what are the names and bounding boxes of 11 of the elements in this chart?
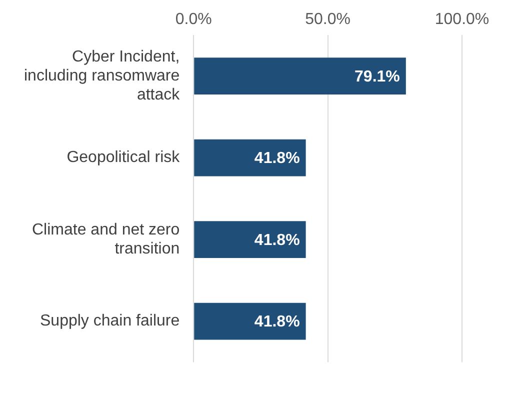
y-tick-label: Cyber Incident, including ransomware attack [24, 48, 181, 104]
x-tick-label: 0.0% [175, 11, 212, 28]
data-label: 79.1% [354, 68, 400, 86]
data-label: 41.8% [254, 150, 300, 168]
y-tick-label: Geopolitical risk [66, 149, 181, 166]
x-tick-label: 50.0% [305, 11, 351, 28]
x-tick-label: 100.0% [434, 11, 490, 28]
y-tick-label: Supply chain failure [40, 312, 180, 330]
y-tick-label: Climate and net zero transition [32, 221, 180, 258]
data-label: 41.8% [254, 314, 300, 331]
data-label: 41.8% [254, 232, 300, 249]
